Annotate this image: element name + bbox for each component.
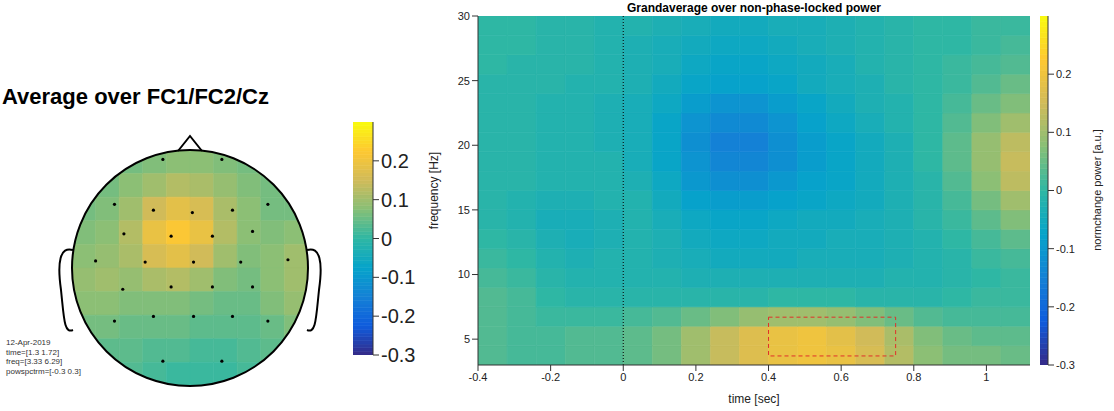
svg-text:0.8: 0.8	[906, 371, 921, 383]
svg-text:0.1: 0.1	[381, 189, 409, 211]
svg-text:10: 10	[458, 268, 470, 280]
svg-text:0.2: 0.2	[381, 150, 409, 172]
svg-text:0.4: 0.4	[761, 371, 776, 383]
html-text:powspctrm=[-0.3 0.3]: powspctrm=[-0.3 0.3]	[6, 366, 81, 376]
svg-text:0.6: 0.6	[834, 371, 849, 383]
svg-text:-0.2: -0.2	[1056, 301, 1075, 313]
svg-text:frequency [Hz]: frequency [Hz]	[428, 152, 441, 229]
svg-text:0: 0	[1056, 184, 1062, 196]
svg-text:25: 25	[458, 75, 470, 87]
html-text:normchange power [a.u.]: normchange power [a.u.]	[1091, 129, 1103, 251]
svg-text:0.1: 0.1	[1056, 126, 1071, 138]
html-text:12-Apr-2019: 12-Apr-2019	[6, 338, 51, 347]
svg-text:5: 5	[464, 333, 470, 345]
svg-text:-0.4: -0.4	[469, 371, 488, 383]
svg-text:-0.3: -0.3	[1056, 359, 1075, 371]
svg-text:1: 1	[983, 371, 989, 383]
svg-text:15: 15	[458, 204, 470, 216]
html-text:Average over FC1/FC2/Cz: Average over FC1/FC2/Cz	[2, 84, 269, 109]
svg-text:-0.2: -0.2	[541, 371, 560, 383]
svg-text:0: 0	[381, 228, 392, 250]
svg-text:-0.1: -0.1	[1056, 243, 1075, 255]
svg-text:30: 30	[458, 10, 470, 22]
svg-text:-0.2: -0.2	[381, 305, 415, 327]
html-text:Grandaverage over non-phase-lo: Grandaverage over non-phase-locked power	[627, 1, 881, 15]
svg-text:-0.3: -0.3	[381, 344, 415, 365]
svg-text:0: 0	[620, 371, 626, 383]
svg-text:0.2: 0.2	[688, 371, 703, 383]
html-text:freq=[3.33 6.29]: freq=[3.33 6.29]	[6, 357, 63, 366]
svg-text:time [sec]: time [sec]	[728, 392, 779, 406]
svg-text:20: 20	[458, 139, 470, 151]
html-text:time=[1.3 1.72]: time=[1.3 1.72]	[6, 347, 60, 357]
svg-text:-0.1: -0.1	[381, 266, 415, 288]
svg-text:0.2: 0.2	[1056, 68, 1071, 80]
